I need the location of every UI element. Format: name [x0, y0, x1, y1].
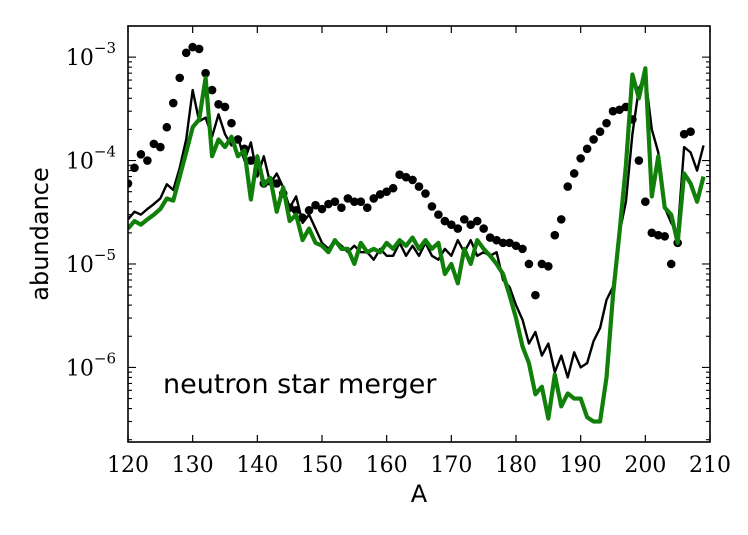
data-point: [667, 260, 676, 269]
data-point: [641, 197, 650, 206]
series-line-black: [128, 76, 704, 377]
data-point: [337, 203, 346, 212]
data-point: [635, 156, 644, 165]
data-point: [195, 45, 204, 54]
x-tick-label: 180: [495, 453, 537, 478]
data-point: [389, 184, 398, 193]
data-point: [525, 260, 534, 269]
y-tick-label: 10−3: [66, 39, 116, 71]
data-point: [227, 119, 236, 128]
data-point: [137, 150, 146, 159]
data-point: [602, 119, 611, 128]
plot-annotation: neutron star merger: [163, 369, 437, 400]
data-point: [596, 127, 605, 136]
data-point: [576, 154, 585, 163]
y-tick-label: 10−4: [66, 143, 116, 175]
y-tick-label: 10−5: [66, 246, 116, 278]
x-tick-label: 150: [301, 453, 343, 478]
data-point: [415, 182, 424, 191]
x-tick-label: 200: [624, 453, 666, 478]
data-point: [156, 143, 165, 152]
data-point: [563, 182, 572, 191]
x-tick-label: 190: [560, 453, 602, 478]
data-point: [660, 232, 669, 241]
data-point: [557, 215, 566, 224]
x-tick-label: 170: [430, 453, 472, 478]
data-point: [434, 210, 443, 219]
data-point: [551, 231, 560, 240]
data-point: [221, 103, 230, 112]
data-point: [408, 176, 417, 185]
y-tick-label: 10−6: [66, 349, 116, 381]
data-point: [570, 169, 579, 178]
data-point: [143, 156, 152, 165]
data-point: [531, 291, 540, 300]
data-point: [454, 224, 463, 233]
x-tick-label: 140: [236, 453, 278, 478]
x-tick-label: 210: [689, 453, 731, 478]
data-point: [357, 197, 366, 206]
data-point: [175, 74, 184, 83]
data-point: [583, 144, 592, 153]
y-axis-title: abundance: [26, 167, 54, 300]
data-point: [208, 86, 217, 95]
data-point: [428, 202, 437, 211]
data-point: [479, 224, 488, 233]
data-point: [473, 217, 482, 226]
data-point: [686, 127, 695, 136]
data-point: [163, 123, 172, 132]
x-tick-label: 160: [366, 453, 408, 478]
series-layer: [124, 43, 704, 422]
data-point: [589, 135, 598, 144]
data-point: [363, 203, 372, 212]
x-axis-title: A: [411, 480, 428, 508]
data-point: [518, 245, 527, 254]
data-point: [331, 197, 340, 206]
data-point: [421, 189, 430, 198]
x-tick-label: 130: [172, 453, 214, 478]
data-point: [169, 99, 178, 108]
x-tick-label: 120: [107, 453, 149, 478]
data-point: [182, 49, 191, 58]
data-point: [544, 262, 553, 271]
